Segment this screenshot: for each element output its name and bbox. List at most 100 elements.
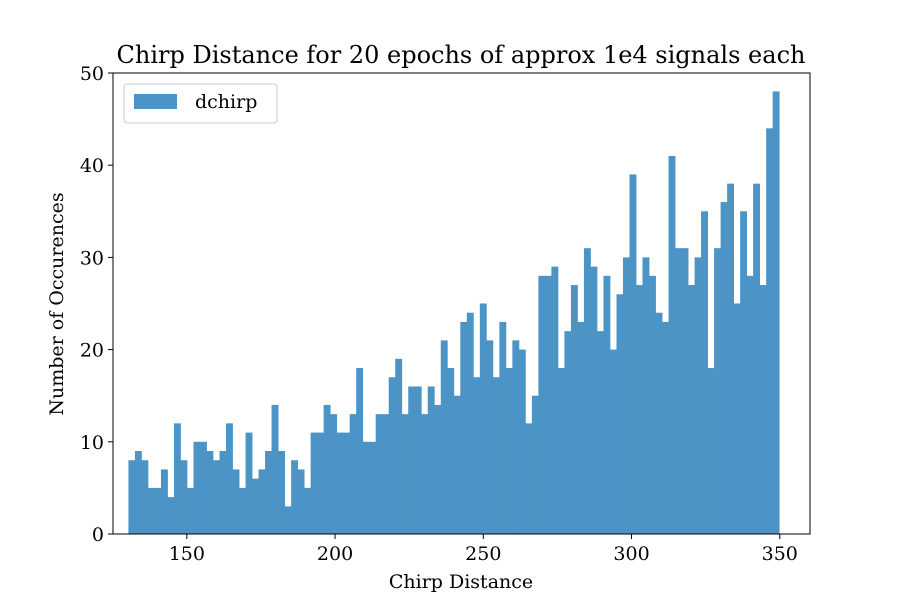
histogram-bar bbox=[473, 377, 481, 534]
histogram-bar bbox=[401, 414, 409, 534]
histogram-bar bbox=[590, 266, 598, 534]
histogram-bar bbox=[167, 497, 175, 534]
x-axis-label: Chirp Distance bbox=[389, 571, 533, 593]
histogram-bar bbox=[746, 275, 754, 534]
histogram-bar bbox=[538, 275, 546, 534]
histogram-bar bbox=[362, 441, 370, 534]
histogram-bar bbox=[622, 257, 630, 534]
histogram-bar bbox=[343, 432, 351, 534]
histogram-bar bbox=[707, 368, 715, 534]
y-tick-label: 50 bbox=[80, 63, 104, 85]
plot-frame bbox=[112, 72, 811, 535]
histogram-bar bbox=[753, 183, 761, 534]
histogram-bar bbox=[147, 487, 155, 534]
histogram-bar bbox=[141, 460, 149, 534]
histogram-bar bbox=[310, 432, 318, 534]
x-tick-label: 150 bbox=[169, 543, 205, 565]
legend-swatch bbox=[134, 94, 177, 109]
histogram-bar bbox=[291, 460, 299, 534]
histogram-bar bbox=[206, 451, 214, 534]
histogram-bar bbox=[668, 155, 676, 535]
histogram-bar bbox=[193, 441, 201, 534]
histogram-bar bbox=[655, 312, 663, 534]
histogram-bar bbox=[466, 312, 474, 534]
histogram-bar bbox=[284, 506, 292, 534]
histogram-bar bbox=[577, 321, 585, 534]
histogram-bar bbox=[421, 414, 429, 534]
histogram-bar bbox=[440, 340, 448, 534]
legend-frame bbox=[123, 83, 278, 124]
histogram-bar bbox=[199, 441, 207, 534]
y-axis-label: Number of Occurences bbox=[46, 192, 68, 415]
histogram-bar bbox=[323, 404, 331, 534]
histogram-bar bbox=[733, 303, 741, 534]
histogram-bar bbox=[186, 487, 194, 534]
histogram-bar bbox=[766, 128, 774, 534]
histogram-bar bbox=[681, 248, 689, 534]
histogram-bar bbox=[213, 460, 220, 534]
histogram-bar bbox=[505, 368, 513, 534]
histogram-bar bbox=[759, 285, 767, 534]
legend: dchirp bbox=[123, 83, 278, 124]
histogram-bars bbox=[128, 91, 780, 535]
y-tick-label: 30 bbox=[80, 247, 104, 269]
histogram-bar bbox=[173, 423, 181, 534]
histogram-bar bbox=[460, 321, 468, 534]
histogram-bar bbox=[271, 404, 279, 534]
histogram-bar bbox=[531, 395, 539, 534]
histogram-bar bbox=[675, 248, 682, 534]
histogram-bar bbox=[414, 386, 422, 534]
histogram-bar bbox=[160, 469, 168, 534]
histogram-bar bbox=[278, 451, 285, 534]
histogram-bar bbox=[636, 285, 643, 534]
histogram-bar bbox=[609, 349, 617, 534]
histogram-bar bbox=[388, 377, 396, 534]
histogram-bar bbox=[551, 266, 559, 534]
histogram-bar bbox=[336, 432, 344, 534]
histogram-bar bbox=[583, 248, 591, 534]
histogram-bar bbox=[349, 414, 357, 534]
histogram-bar bbox=[232, 469, 240, 534]
histogram-bar bbox=[616, 294, 624, 534]
histogram-bar bbox=[570, 285, 578, 534]
histogram-bar bbox=[226, 423, 233, 534]
histogram-bar bbox=[720, 202, 728, 534]
histogram-bar bbox=[649, 275, 656, 534]
histogram-bar bbox=[701, 211, 708, 535]
histogram-bar bbox=[486, 340, 494, 534]
legend-label: dchirp bbox=[195, 91, 257, 113]
histogram-bar bbox=[479, 303, 487, 534]
histogram-bar bbox=[492, 377, 500, 534]
histogram-bar bbox=[727, 183, 735, 534]
y-tick-label: 10 bbox=[80, 432, 104, 454]
histogram-bar bbox=[453, 395, 461, 534]
y-tick-label: 40 bbox=[80, 155, 104, 177]
histogram-bar bbox=[740, 211, 748, 535]
histogram-bar bbox=[447, 368, 455, 534]
histogram-bar bbox=[134, 451, 142, 534]
histogram-bar bbox=[258, 469, 266, 534]
histogram-bar bbox=[688, 285, 695, 534]
histogram-bar bbox=[544, 275, 552, 534]
histogram-bar bbox=[408, 386, 416, 534]
histogram-bar bbox=[382, 414, 390, 534]
histogram-bar bbox=[304, 487, 312, 534]
histogram-bar bbox=[512, 340, 520, 534]
histogram-bar bbox=[219, 451, 227, 534]
histogram-bar bbox=[629, 174, 637, 535]
histogram-bar bbox=[330, 414, 338, 534]
histogram-bar bbox=[557, 368, 565, 534]
histogram-bar bbox=[252, 478, 259, 534]
histogram-bar bbox=[180, 460, 188, 534]
histogram-bar bbox=[714, 248, 721, 534]
x-axis: 150 200 250 300 350 bbox=[169, 534, 798, 565]
histogram-bar bbox=[369, 441, 377, 534]
x-tick-label: 250 bbox=[465, 543, 501, 565]
x-tick-label: 350 bbox=[762, 543, 798, 565]
y-tick-label: 0 bbox=[92, 524, 104, 546]
histogram-bar bbox=[265, 451, 272, 534]
histogram-bar bbox=[239, 487, 246, 534]
x-tick-label: 200 bbox=[317, 543, 353, 565]
histogram-bar bbox=[128, 460, 136, 534]
